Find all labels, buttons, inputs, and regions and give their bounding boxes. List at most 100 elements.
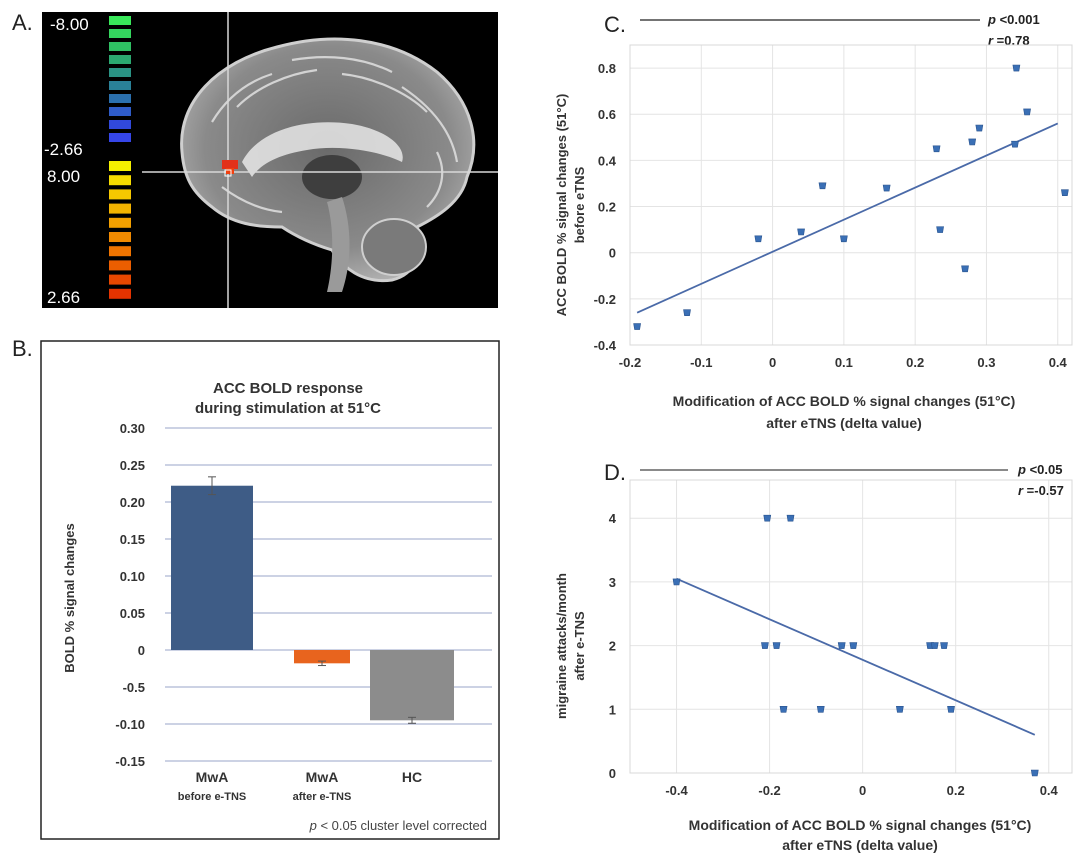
trend-line: [636, 122, 1059, 314]
scale-swatch-cool: [109, 29, 131, 38]
scale-swatch-cool: [109, 68, 131, 77]
y-tick-label: 0.30: [120, 421, 145, 436]
y-tick-label: 0.05: [120, 606, 145, 621]
scale-swatch-warm: [109, 189, 131, 200]
scale-swatch-cool: [109, 107, 131, 116]
bar-chart-b: ACC BOLD response during stimulation at …: [40, 340, 500, 840]
x-tick-label: -0.2: [758, 783, 780, 798]
chart-title-line-2: during stimulation at 51°C: [195, 400, 381, 417]
x-axis-label-line-1: Modification of ACC BOLD % signal change…: [689, 817, 1032, 833]
scale-swatch-cool: [109, 94, 131, 103]
scale-swatch-cool: [109, 133, 131, 142]
chart-title-line-1: ACC BOLD response: [213, 380, 363, 397]
data-point: [961, 265, 969, 273]
data-point: [816, 706, 825, 713]
category-label: HC: [402, 769, 422, 785]
y-tick-label: -0.4: [594, 338, 617, 353]
x-tick-label: -0.1: [690, 355, 712, 370]
x-tick-label: 0.2: [906, 355, 924, 370]
scale-label-top: -8.00: [50, 15, 89, 34]
significance-note: p < 0.05 cluster level corrected: [309, 818, 487, 833]
y-tick-label: 0.25: [120, 458, 145, 473]
data-point: [882, 184, 891, 192]
x-tick-label: 0: [859, 783, 866, 798]
x-tick-label: -0.4: [665, 783, 688, 798]
data-point: [633, 323, 641, 330]
bar: [370, 650, 454, 721]
data-point: [975, 124, 984, 132]
y-tick-label: 3: [609, 575, 616, 590]
data-point: [672, 578, 681, 586]
x-tick-label: -0.2: [619, 355, 641, 370]
scale-swatch-warm: [109, 232, 131, 242]
y-tick-label: 1: [609, 702, 616, 717]
color-scale-bar: [109, 16, 131, 299]
y-tick-label: -0.2: [594, 292, 616, 307]
data-point: [786, 514, 795, 522]
data-point: [968, 138, 977, 146]
scale-swatch-warm: [109, 288, 131, 299]
scale-swatch-cool: [109, 16, 131, 25]
data-point: [1011, 140, 1019, 148]
y-axis-label: BOLD % signal changes: [62, 523, 77, 673]
plot-frame: [629, 479, 1073, 774]
scale-swatch-cool: [109, 55, 131, 64]
data-point: [754, 235, 763, 243]
data-point: [1061, 189, 1069, 196]
x-axis-label-line-2: after eTNS (delta value): [782, 837, 938, 853]
y-tick-label: 0.10: [120, 569, 145, 584]
data-point: [1030, 769, 1039, 777]
scale-label-mid-top: -2.66: [44, 140, 83, 159]
data-point: [1012, 64, 1021, 72]
x-tick-label: 0: [769, 355, 776, 370]
data-point: [761, 642, 769, 649]
scale-swatch-warm: [109, 217, 131, 228]
panel-d-letter: D.: [604, 460, 626, 485]
scale-swatch-cool: [109, 42, 131, 51]
data-point: [1023, 108, 1031, 116]
y-tick-label: 0.15: [120, 532, 145, 547]
y-tick-label: 0: [609, 766, 616, 781]
scatter-chart-d: p <0.05 r =-0.57 -0.4 -0.2 0 0.2 0.4 4 3 2 1 0 Mo…: [554, 462, 1073, 853]
plot-frame: [629, 44, 1073, 346]
y-tick-label: 0.8: [598, 61, 616, 76]
scale-swatch-warm: [109, 175, 131, 186]
stat-p-value: p <0.05: [1017, 462, 1062, 477]
data-point: [683, 309, 691, 316]
category-sublabel: after e-TNS: [293, 791, 352, 803]
y-tick-label: 0: [609, 246, 616, 261]
data-point: [840, 235, 848, 243]
y-tick-label: -0.10: [115, 717, 145, 732]
y-tick-label: -0.15: [115, 754, 145, 769]
data-point: [947, 706, 955, 713]
y-tick-label: 4: [609, 511, 617, 526]
y-tick-label: 0.2: [598, 200, 616, 215]
category-sublabel: before e-TNS: [178, 791, 246, 803]
corpus-callosum: [242, 122, 403, 177]
bar: [171, 485, 253, 650]
y-tick-label: 0.6: [598, 107, 616, 122]
scale-swatch-cool: [109, 81, 131, 90]
data-point: [797, 228, 805, 236]
x-axis-label-line-2: after eTNS (delta value): [766, 415, 922, 431]
y-tick-label: 0.20: [120, 495, 145, 510]
y-tick-label: 2: [609, 639, 616, 654]
stat-r-value: r =-0.57: [1018, 483, 1064, 498]
scale-swatch-warm: [109, 203, 131, 214]
scale-swatch-cool: [109, 120, 131, 129]
category-label: MwA: [306, 769, 339, 785]
scatter-chart-c: p <0.001 r =0.78 -0.2 -0.1 0 0.1 0.2 0.3 0.4 0.…: [554, 12, 1073, 431]
x-axis-label-line-1: Modification of ACC BOLD % signal change…: [673, 393, 1016, 409]
panel-b-letter: B.: [12, 336, 33, 361]
panel-a-letter: A.: [12, 10, 33, 35]
bar: [294, 650, 350, 664]
stat-p-value: p <0.001: [987, 12, 1040, 27]
data-point: [895, 706, 904, 713]
scale-swatch-warm: [109, 161, 131, 171]
stat-r-value: r =0.78: [988, 33, 1030, 48]
x-tick-label: 0.2: [947, 783, 965, 798]
x-tick-label: 0.4: [1049, 355, 1068, 370]
y-axis-label-line-1: ACC BOLD % signal changes (51°C): [554, 94, 569, 317]
data-point: [818, 182, 827, 190]
category-label: MwA: [196, 769, 229, 785]
